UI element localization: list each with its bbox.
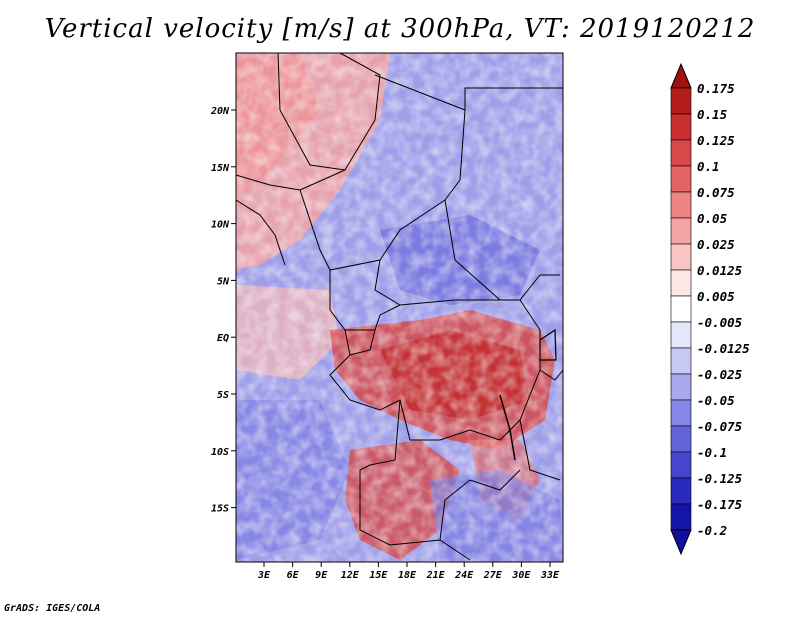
lon-label: 3E <box>257 570 271 581</box>
colorbar-segment <box>670 477 692 505</box>
colorbar-label: 0.005 <box>697 289 735 304</box>
colorbar-label: 0.05 <box>697 211 728 226</box>
colorbar-label: -0.1 <box>697 445 727 460</box>
colorbar-label: -0.175 <box>697 497 743 512</box>
colorbar-top-arrow <box>670 62 692 89</box>
colorbar-label: -0.075 <box>697 419 743 434</box>
colorbar-label: 0.1 <box>697 159 720 174</box>
colorbar-segment <box>670 451 692 479</box>
lon-label: 15E <box>369 570 388 581</box>
lat-label: 20N <box>210 106 230 117</box>
colorbar-label: 0.025 <box>697 237 735 252</box>
country-borders <box>235 52 564 561</box>
colorbar-segment <box>670 87 692 115</box>
colorbar-segment <box>670 139 692 167</box>
colorbar-label: -0.05 <box>697 393 735 408</box>
grads-credit: GrADS: IGES/COLA <box>4 603 101 614</box>
lat-label: 15S <box>211 504 229 515</box>
colorbar-label: -0.0125 <box>697 341 750 356</box>
colorbar-segment <box>670 347 692 375</box>
lat-label: 5S <box>217 390 229 401</box>
axis-ticks <box>231 109 551 567</box>
longitude-labels: 3E 6E 9E 12E 15E 18E 21E 24E 27E 30E 33E <box>257 570 560 581</box>
colorbar-segment <box>670 269 692 297</box>
colorbar-bottom-arrow <box>670 529 692 556</box>
colorbar-segment <box>670 165 692 193</box>
colorbar-segment <box>670 113 692 141</box>
colorbar-segment <box>670 243 692 271</box>
lat-label: EQ <box>217 333 229 344</box>
lat-label: 15N <box>211 163 230 174</box>
plot-title: Vertical velocity [m/s] at 300hPa, VT: 2… <box>44 14 756 44</box>
colorbar-label: 0.175 <box>697 81 735 96</box>
colorbar-label: -0.025 <box>697 367 743 382</box>
colorbar-segment <box>670 503 692 531</box>
colorbar-segment <box>670 191 692 219</box>
lon-label: 6E <box>287 570 300 581</box>
colorbar-segment <box>670 373 692 401</box>
colorbar-segment <box>670 399 692 427</box>
map-frame <box>235 52 564 563</box>
colorbar-label: -0.125 <box>697 471 743 486</box>
lat-label: 10S <box>211 447 229 458</box>
colorbar-segment <box>670 217 692 245</box>
colorbar-segment <box>670 321 692 349</box>
lon-label: 12E <box>341 570 360 581</box>
lon-label: 9E <box>315 570 328 581</box>
colorbar-label: 0.15 <box>697 107 728 122</box>
lon-label: 33E <box>540 570 560 581</box>
lat-label: 5N <box>217 276 230 287</box>
lon-label: 21E <box>426 570 446 581</box>
colorbar-segment <box>670 295 692 323</box>
colorbar-label: -0.005 <box>697 315 743 330</box>
colorbar-labels: 0.175 0.15 0.125 0.1 0.075 0.05 0.025 0.0125 0.0… <box>697 81 750 538</box>
colorbar-label: -0.2 <box>697 523 727 538</box>
colorbar-segment <box>670 425 692 453</box>
lon-label: 24E <box>454 570 474 581</box>
colorbar-label: 0.125 <box>697 133 735 148</box>
lon-label: 30E <box>511 570 531 581</box>
lon-label: 18E <box>398 570 417 581</box>
colorbar <box>670 62 692 556</box>
latitude-labels: 20N 15N 10N 5N EQ 5S 10S 15S <box>210 106 230 515</box>
velocity-field <box>236 53 563 562</box>
lon-label: 27E <box>483 570 503 581</box>
lat-label: 10N <box>211 220 230 231</box>
colorbar-label: 0.075 <box>697 185 735 200</box>
colorbar-label: 0.0125 <box>697 263 743 278</box>
